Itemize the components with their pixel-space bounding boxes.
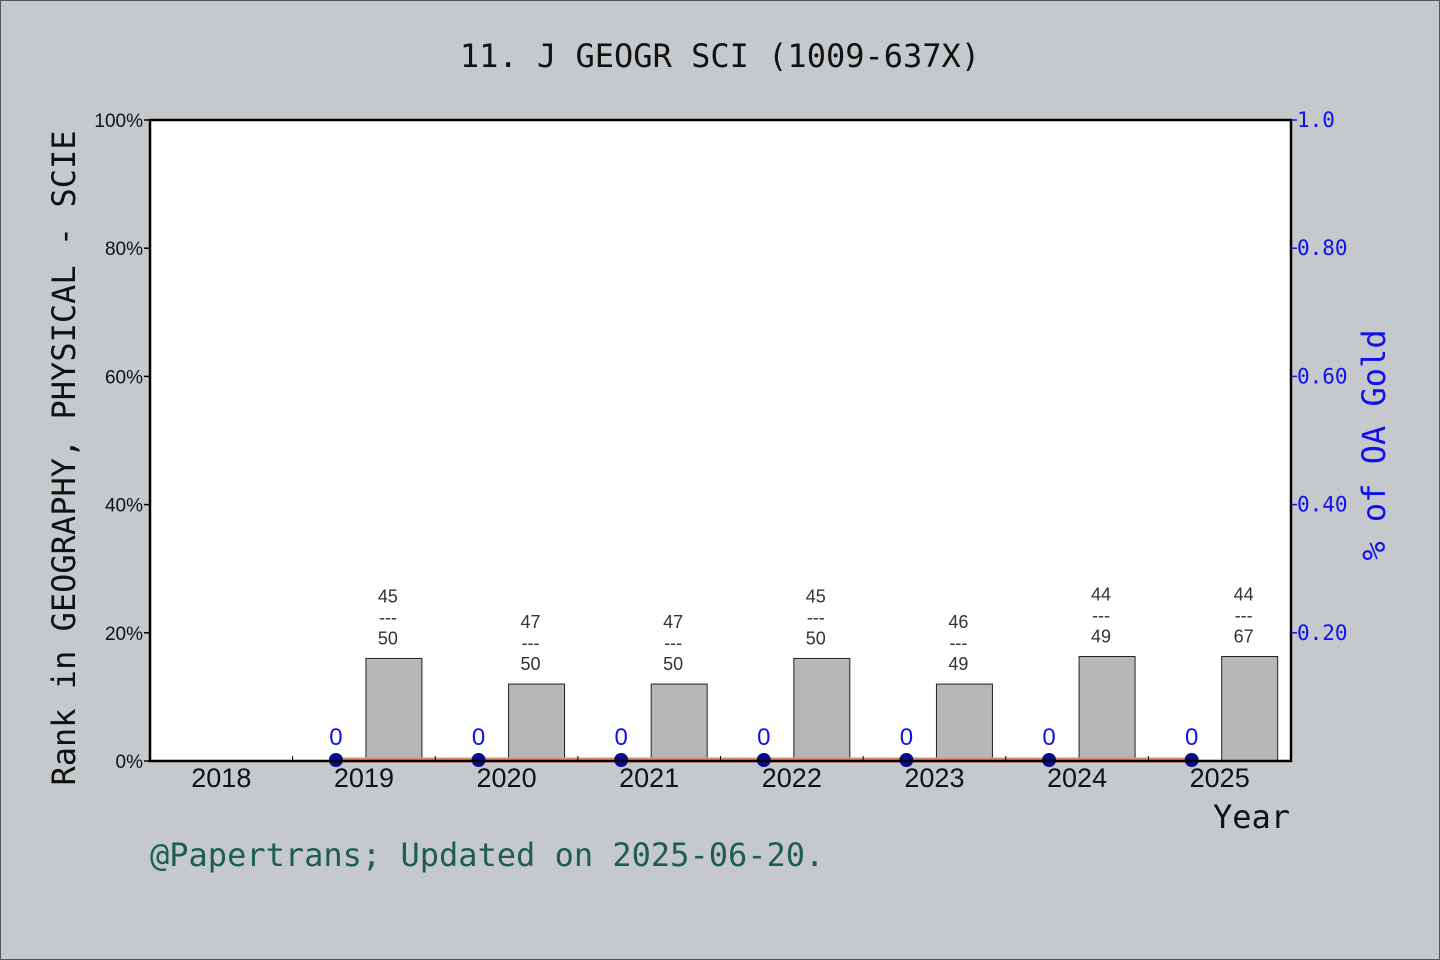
bar-label-sep-2025: --- xyxy=(1235,606,1253,626)
x-tick-label-2022: 2022 xyxy=(762,763,822,793)
bar-2023[interactable] xyxy=(935,683,993,762)
bar-label-rank-2024: 44 xyxy=(1091,585,1111,605)
chart-title: 11. J GEOGR SCI (1009-637X) xyxy=(460,37,980,75)
bar-labels: 50---4550---4750---4750---4549---4649---… xyxy=(378,585,1254,675)
bar-label-rank-2020: 47 xyxy=(521,612,541,632)
bar-label-total-2022: 50 xyxy=(806,628,826,648)
bar-label-total-2020: 50 xyxy=(521,654,541,674)
y2-axis-label: % of OA Gold xyxy=(1355,329,1393,560)
x-tick-label-2024: 2024 xyxy=(1047,763,1107,793)
bar-2019[interactable] xyxy=(365,657,423,762)
bar-label-sep-2019: --- xyxy=(379,607,397,627)
x-axis: 2018 2019 2020 2021 2022 2023 2024 2025 xyxy=(191,756,1250,793)
x-tick-label-2020: 2020 xyxy=(477,763,537,793)
y-axis-left: 0% 20% 40% 60% 80% 100% xyxy=(94,111,150,773)
plot-area xyxy=(150,120,1291,761)
y2-tick-label: 1.0 xyxy=(1297,108,1335,132)
bar-label-total-2025: 67 xyxy=(1234,627,1254,647)
x-tick-label-2023: 2023 xyxy=(904,763,964,793)
y-tick-label: 20% xyxy=(105,624,143,645)
oa-point-label-2024: 0 xyxy=(1042,724,1055,751)
footer-note: @Papertrans; Updated on 2025-06-20. xyxy=(150,836,824,874)
y-axis-right: 0.20 0.40 0.60 0.80 1.0 xyxy=(1291,108,1348,645)
bar-2024[interactable] xyxy=(1078,656,1136,762)
y-tick-label: 40% xyxy=(105,496,143,517)
y-axis-label: Rank in GEOGRAPHY, PHYSICAL - SCIE xyxy=(45,130,83,785)
y-tick-label: 0% xyxy=(116,752,144,773)
bar-label-sep-2020: --- xyxy=(522,633,540,653)
bar-label-rank-2023: 46 xyxy=(948,612,968,632)
y2-tick-label: 0.20 xyxy=(1297,621,1348,645)
bar-label-total-2019: 50 xyxy=(378,628,398,648)
y-tick-label: 60% xyxy=(105,367,143,388)
bar-label-rank-2021: 47 xyxy=(663,612,683,632)
y2-tick-label: 0.60 xyxy=(1297,364,1348,388)
bar-label-total-2021: 50 xyxy=(663,654,683,674)
bar-label-rank-2022: 45 xyxy=(806,586,826,606)
bar-label-sep-2021: --- xyxy=(664,633,682,653)
bar-label-rank-2025: 44 xyxy=(1234,585,1254,605)
y2-tick-label: 0.80 xyxy=(1297,236,1348,260)
x-tick-label-2018: 2018 xyxy=(191,763,251,793)
y-tick-label: 80% xyxy=(105,239,143,260)
oa-point-label-2019: 0 xyxy=(329,724,342,751)
x-tick-label-2019: 2019 xyxy=(334,763,394,793)
oa-point-label-2023: 0 xyxy=(900,724,913,751)
x-tick-label-2021: 2021 xyxy=(619,763,679,793)
bar-label-rank-2019: 45 xyxy=(378,586,398,606)
bar-2020[interactable] xyxy=(508,683,566,762)
bar-label-sep-2024: --- xyxy=(1092,606,1110,626)
oa-point-label-2025: 0 xyxy=(1185,724,1198,751)
bar-2025[interactable] xyxy=(1221,656,1279,762)
y2-tick-label: 0.40 xyxy=(1297,493,1348,517)
bar-series xyxy=(365,656,1279,762)
oa-point-label-2022: 0 xyxy=(757,724,770,751)
bar-2021[interactable] xyxy=(650,683,708,762)
oa-point-label-2020: 0 xyxy=(472,724,485,751)
bar-label-total-2024: 49 xyxy=(1091,627,1111,647)
oa-point-label-2021: 0 xyxy=(615,724,628,751)
x-tick-label-2025: 2025 xyxy=(1190,763,1250,793)
y-tick-label: 100% xyxy=(94,111,143,132)
x-axis-label: Year xyxy=(1213,798,1290,836)
bar-label-total-2023: 49 xyxy=(948,654,968,674)
bar-2022[interactable] xyxy=(793,657,851,762)
bar-label-sep-2022: --- xyxy=(807,607,825,627)
bar-label-sep-2023: --- xyxy=(949,633,967,653)
